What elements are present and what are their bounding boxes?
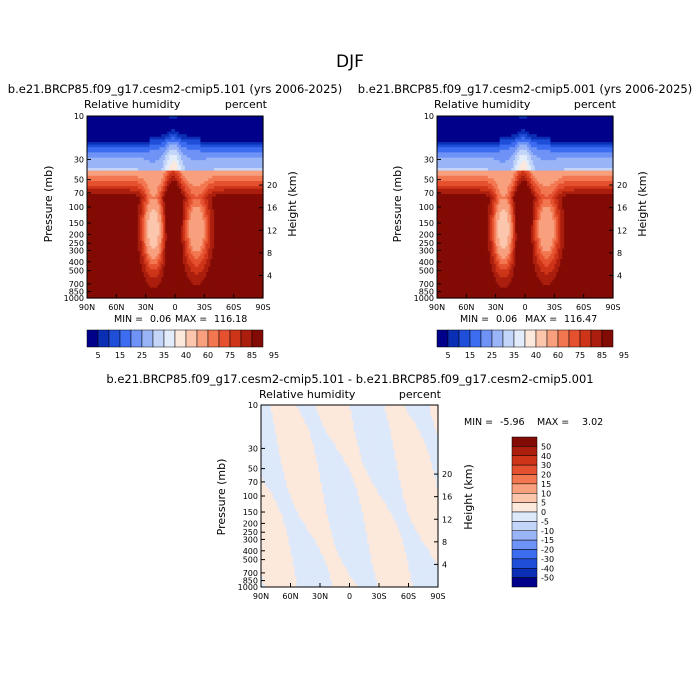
- contour-plot: [87, 116, 264, 299]
- variable-label: Relative humidity: [84, 98, 181, 111]
- units-label: percent: [225, 98, 268, 111]
- panel-control-101: b.e21.BRCP85.f09_g17.cesm2-cmip5.101 (yr…: [8, 82, 342, 360]
- page-title: DJF: [336, 52, 364, 72]
- panel-title: b.e21.BRCP85.f09_g17.cesm2-cmip5.101 (yr…: [8, 82, 342, 96]
